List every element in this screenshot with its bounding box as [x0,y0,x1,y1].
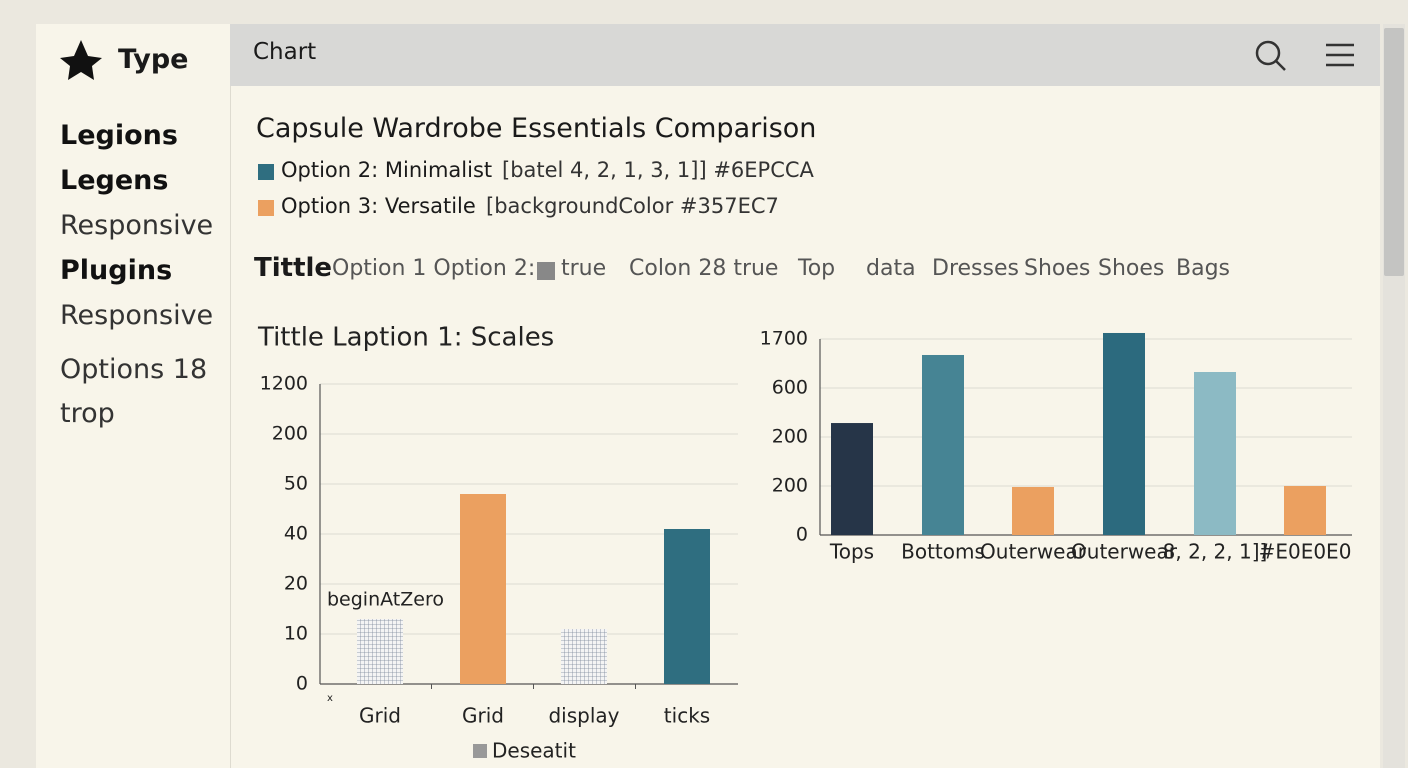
x-tick-label: ticks [664,704,710,728]
legend-swatch [258,200,274,216]
sidebar-item[interactable]: Responsive [60,210,214,241]
legend-swatch [473,744,487,758]
y-tick-label: 50 [284,473,308,495]
bar [664,529,710,684]
sidebar [36,24,231,768]
legend-name: Option 2: Minimalist [281,158,493,182]
bar [357,619,403,684]
y-tick-label: 40 [284,523,308,545]
sidebar-item[interactable]: Legens [60,165,169,196]
toolbar-item[interactable]: Shoes [1098,256,1165,281]
menu-icon[interactable] [1324,42,1356,70]
sidebar-item[interactable]: Legions [60,120,178,151]
brand: Type [118,44,189,75]
bar [1103,332,1145,535]
sidebar-item[interactable]: Responsive [60,300,214,331]
x-tick-label: Grid [462,704,504,728]
toolbar-swatch [537,262,555,280]
x-tick-label: Bottoms [901,540,985,564]
sidebar-item[interactable]: Options 18 [60,354,208,385]
toolbar-item[interactable]: Top [798,256,836,281]
toolbar-item[interactable]: Colon 28 true [629,256,779,281]
toolbar-item[interactable]: true [561,256,607,281]
toolbar-item[interactable]: data [866,256,916,281]
chart-title: Tittle Laption 1: Scales [257,323,554,353]
brand-logo [60,40,102,80]
content-title: Capsule Wardrobe Essentials Comparison [256,113,817,144]
legend-note: [backgroundColor #357EC7 [486,194,779,218]
x-tick-label: Grid [359,704,401,728]
x-tick-label: #E0E0E0 [1259,540,1352,564]
search-icon[interactable] [1252,38,1288,74]
y-tick-label: 200 [772,475,808,497]
scrollbar-thumb[interactable] [1384,28,1404,276]
header-bar [230,24,1380,86]
x-tick-label: Outerwear [980,540,1087,564]
header-title: Chart [253,39,317,65]
bar [1012,486,1054,535]
bar [1194,372,1236,535]
toolbar-item[interactable]: Dresses [932,256,1019,281]
y-tick-label: 1700 [760,328,808,350]
y-tick-label: 600 [772,377,808,399]
sidebar-item[interactable]: trop [60,398,115,429]
legend-label: Deseatit [492,739,576,763]
legend-note: [batel 4, 2, 1, 3, 1]] #6EPCCA [502,158,814,182]
y-tick-label: 20 [284,573,308,595]
x-tick-label: 8, 2, 2, 1]] [1163,540,1268,564]
x-tick-label: display [548,704,619,728]
bar [922,354,964,535]
y-tick-label: 1200 [260,373,308,395]
y-tick-label: 200 [772,426,808,448]
toolbar-item[interactable]: Shoes [1024,256,1091,281]
legend-name: Option 3: Versatile [281,194,476,218]
legend-swatch [258,164,274,180]
y-tick-label: 0 [796,524,808,546]
x-tick-label: Tops [829,540,874,564]
bar [561,629,607,684]
annotation: beginAtZero [327,589,444,611]
y-tick-label: 200 [272,423,308,445]
toolbar-item[interactable]: Option 1 Option 2: [332,256,536,281]
sidebar-item[interactable]: Plugins [60,255,173,286]
y-tick-label: 10 [284,623,308,645]
y-tick-label: 0 [296,673,308,695]
toolbar-item[interactable]: Bags [1176,256,1231,281]
bar [1284,486,1326,535]
annotation: x [327,693,333,704]
bar [831,423,873,535]
bar [460,494,506,684]
toolbar-label: Tittle [254,253,333,283]
x-tick-label: Outerwear [1071,540,1178,564]
